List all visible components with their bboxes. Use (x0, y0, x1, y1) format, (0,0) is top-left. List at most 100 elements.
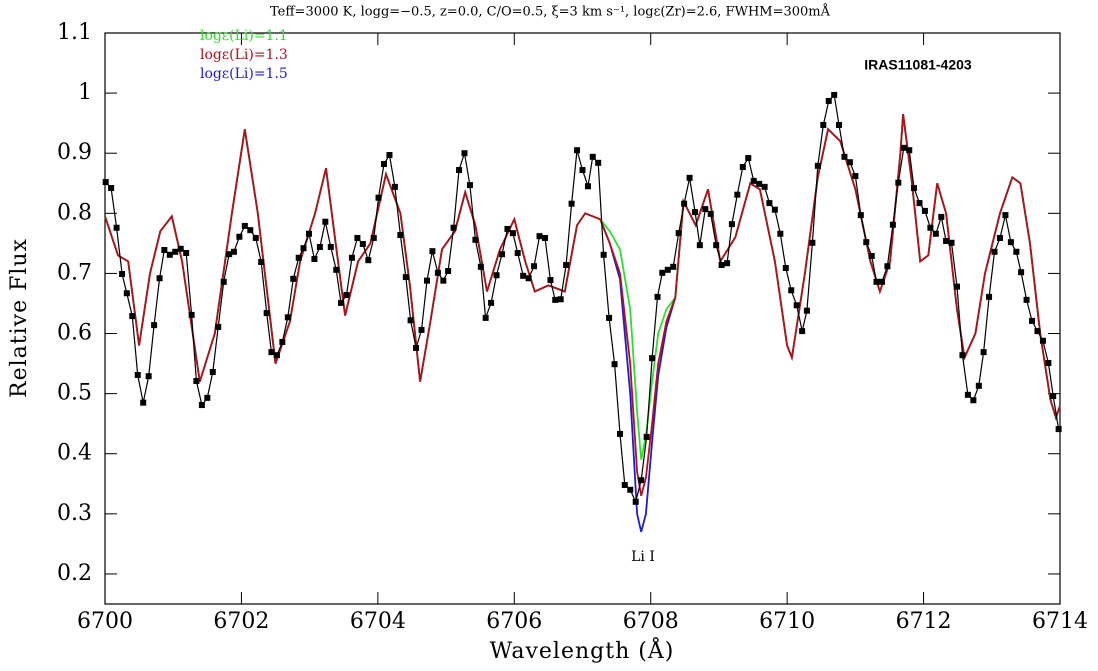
observed-point (541, 234, 548, 241)
y-tick-label: 0.4 (57, 441, 92, 466)
observed-point (391, 183, 398, 190)
observed-point (151, 322, 158, 329)
observed-point (563, 262, 570, 269)
observed-point (895, 179, 902, 186)
observed-point (707, 210, 714, 217)
observed-point (1045, 359, 1052, 366)
observed-point (488, 299, 495, 306)
x-tick-label: 6702 (213, 609, 269, 634)
observed-point (761, 183, 768, 190)
observed-point (252, 234, 259, 241)
observed-point (734, 191, 741, 198)
observed-point (782, 265, 789, 272)
chart-title: Teff=3000 K, logg=−0.5, z=0.0, C/O=0.5, … (270, 4, 831, 20)
observed-point (370, 234, 377, 241)
observed-point (327, 243, 334, 250)
observed-point (316, 243, 323, 250)
y-axis-label: Relative Flux (7, 238, 32, 398)
observed-point (531, 263, 538, 270)
observed-point (241, 222, 248, 229)
observed-point (161, 246, 168, 253)
observed-point (809, 239, 816, 246)
observed-point (1018, 269, 1025, 276)
observed-point (638, 477, 645, 484)
observed-point (375, 194, 382, 201)
observed-point (108, 185, 115, 192)
observed-point (756, 180, 763, 187)
observed-point (552, 296, 559, 303)
observed-point (627, 486, 634, 493)
observed-point (970, 397, 977, 404)
observed-point (466, 182, 473, 189)
observed-point (718, 262, 725, 269)
observed-point (1007, 239, 1014, 246)
observed-point (145, 373, 152, 380)
observed-point (788, 287, 795, 294)
observed-point (514, 249, 521, 256)
observed-point (713, 242, 720, 249)
legend-entry: logε(Li)=1.5 (200, 66, 288, 82)
observed-point (1029, 317, 1036, 324)
observed-point (702, 206, 709, 213)
observed-point (927, 224, 934, 231)
observed-point (670, 263, 677, 270)
model-line (104, 113, 1061, 497)
observed-point (1013, 248, 1020, 255)
observed-point (841, 153, 848, 160)
observed-point (348, 254, 355, 261)
observed-point (938, 213, 945, 220)
observed-point (102, 179, 109, 186)
observed-point (407, 317, 414, 324)
observed-point (675, 230, 682, 237)
observed-point (140, 399, 147, 406)
observed-point (803, 307, 810, 314)
observed-point (188, 311, 195, 318)
observed-point (814, 162, 821, 169)
observed-point (649, 355, 656, 362)
observed-point (499, 251, 506, 258)
observed-point (980, 349, 987, 356)
observed-point (397, 231, 404, 238)
observed-point (198, 402, 205, 409)
observed-point (1050, 393, 1057, 400)
observed-point (204, 394, 211, 401)
observed-point (429, 248, 436, 255)
observed-point (664, 266, 671, 273)
observed-point (724, 260, 731, 267)
observed-point (846, 159, 853, 166)
y-tick-label: 0.3 (57, 501, 92, 526)
observed-point (889, 221, 896, 228)
observed-point (220, 278, 227, 285)
observed-point (750, 177, 757, 184)
observed-point (322, 218, 329, 225)
observed-point (584, 183, 591, 190)
observed-point (766, 200, 773, 207)
observed-point (172, 248, 179, 255)
y-tick-label: 0.6 (57, 321, 92, 346)
observed-point (911, 185, 918, 192)
observed-point (568, 200, 575, 207)
observed-point (643, 433, 650, 440)
x-tick-label: 6700 (77, 609, 133, 634)
observed-point (654, 293, 661, 300)
observed-point (621, 481, 628, 488)
observed-point (434, 269, 441, 276)
observed-point (365, 257, 372, 264)
observed-point (771, 206, 778, 213)
observed-point (916, 200, 923, 207)
observed-point (177, 245, 184, 252)
observed-point (134, 371, 141, 378)
observed-point (873, 278, 880, 285)
observed-point (461, 150, 468, 157)
y-tick-label: 1.1 (57, 20, 92, 45)
observed-point (579, 167, 586, 174)
observed-point (354, 234, 361, 241)
observed-point (906, 147, 913, 154)
observed-point (659, 269, 666, 276)
observed-point (418, 326, 425, 333)
observed-point (423, 277, 430, 284)
x-tick-label: 6710 (759, 609, 815, 634)
observed-point (230, 248, 237, 255)
observed-point (284, 314, 291, 321)
